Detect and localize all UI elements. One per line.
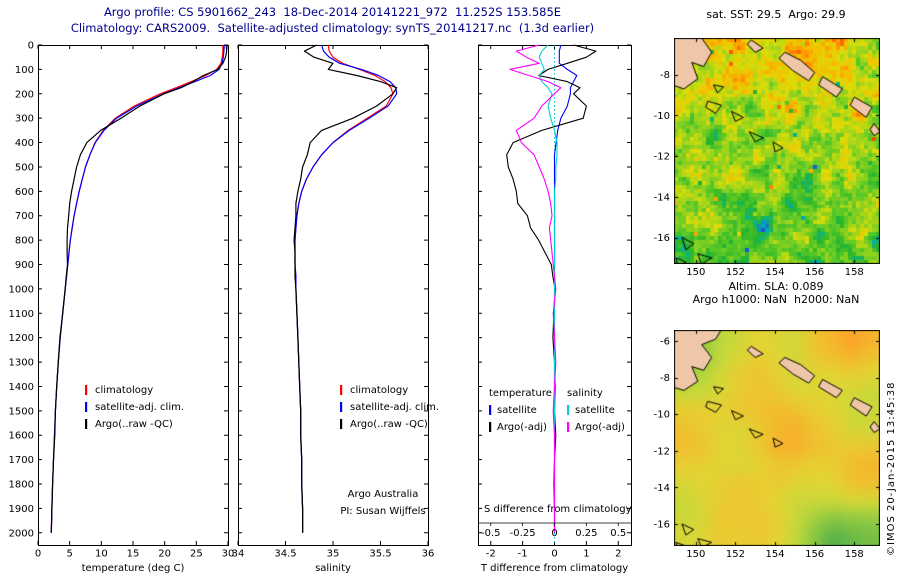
svg-text:158: 158 bbox=[845, 267, 864, 278]
svg-text:600: 600 bbox=[15, 187, 34, 198]
svg-text:15: 15 bbox=[127, 549, 140, 560]
svg-text:35.5: 35.5 bbox=[369, 549, 391, 560]
svg-text:-14: -14 bbox=[654, 192, 670, 203]
sst-map-title: sat. SST: 29.5 Argo: 29.9 bbox=[706, 8, 846, 21]
svg-text:-12: -12 bbox=[654, 152, 670, 163]
svg-text:-16: -16 bbox=[654, 233, 670, 244]
difference-profile-chart: -2 -1 0 1 2 temperature satellite Argo(-adj) sal… bbox=[478, 44, 632, 574]
page-title: Argo profile: CS 5901662_243 18-Dec-2014… bbox=[5, 4, 660, 36]
copyright-stamp: ©IMOS 20-Jan-2015 13:45:38 bbox=[886, 382, 897, 556]
title-line-2: Climatology: CARS2009. Satellite-adjuste… bbox=[70, 21, 595, 35]
svg-text:climatology: climatology bbox=[350, 385, 408, 396]
svg-text:100: 100 bbox=[15, 65, 34, 76]
svg-text:150: 150 bbox=[686, 549, 705, 560]
svg-text:1600: 1600 bbox=[9, 431, 34, 442]
svg-text:152: 152 bbox=[726, 549, 745, 560]
svg-text:1300: 1300 bbox=[9, 358, 34, 369]
s-difference-axis-label: S difference from climatology bbox=[484, 504, 632, 515]
salinity-axis-label: salinity bbox=[315, 563, 351, 574]
svg-text:-14: -14 bbox=[654, 483, 670, 494]
svg-text:1900: 1900 bbox=[9, 504, 34, 515]
svg-text:-2: -2 bbox=[486, 549, 496, 560]
svg-text:2: 2 bbox=[615, 549, 621, 560]
svg-text:Argo(-adj): Argo(-adj) bbox=[575, 422, 625, 433]
svg-text:154: 154 bbox=[765, 267, 784, 278]
sst-map-image bbox=[674, 38, 880, 264]
svg-text:800: 800 bbox=[15, 236, 34, 247]
svg-text:34.5: 34.5 bbox=[274, 549, 296, 560]
svg-text:700: 700 bbox=[15, 211, 34, 222]
svg-text:152: 152 bbox=[726, 267, 745, 278]
svg-text:-10: -10 bbox=[654, 410, 670, 421]
svg-text:400: 400 bbox=[15, 138, 34, 149]
svg-text:0: 0 bbox=[551, 528, 557, 539]
svg-text:-8: -8 bbox=[660, 373, 670, 384]
svg-text:500: 500 bbox=[15, 162, 34, 173]
svg-text:0: 0 bbox=[35, 549, 41, 560]
svg-text:-16: -16 bbox=[654, 520, 670, 531]
svg-text:1100: 1100 bbox=[9, 309, 34, 320]
sla-map-title-argo: Argo h1000: NaN h2000: NaN bbox=[692, 293, 860, 306]
svg-text:0.25: 0.25 bbox=[575, 528, 597, 539]
svg-text:1400: 1400 bbox=[9, 382, 34, 393]
note-argo-australia: Argo Australia bbox=[348, 489, 419, 500]
svg-text:Argo(-adj): Argo(-adj) bbox=[497, 422, 547, 433]
svg-text:1: 1 bbox=[583, 549, 589, 560]
svg-text:-8: -8 bbox=[660, 70, 670, 81]
t-difference-axis-label: T difference from climatology bbox=[480, 563, 628, 574]
svg-text:154: 154 bbox=[765, 549, 784, 560]
svg-text:satellite-adj. clim.: satellite-adj. clim. bbox=[350, 402, 439, 413]
svg-text:satellite: satellite bbox=[575, 405, 615, 416]
salinity-profile-chart: 34 34.5 35 35.5 36 salinity climatology satelli… bbox=[232, 44, 439, 574]
svg-text:36: 36 bbox=[422, 549, 435, 560]
svg-text:satellite: satellite bbox=[497, 405, 537, 416]
svg-text:158: 158 bbox=[845, 549, 864, 560]
svg-text:1200: 1200 bbox=[9, 333, 34, 344]
svg-text:5: 5 bbox=[66, 549, 72, 560]
svg-text:climatology: climatology bbox=[95, 385, 153, 396]
svg-text:10: 10 bbox=[95, 549, 108, 560]
svg-text:-0.5: -0.5 bbox=[481, 528, 501, 539]
title-line-1: Argo profile: CS 5901662_243 18-Dec-2014… bbox=[103, 5, 562, 19]
svg-text:156: 156 bbox=[805, 549, 824, 560]
svg-text:300: 300 bbox=[15, 114, 34, 125]
svg-text:200: 200 bbox=[15, 89, 34, 100]
svg-text:1500: 1500 bbox=[9, 406, 34, 417]
sla-map-title-sla: Altim. SLA: 0.089 bbox=[728, 280, 824, 293]
svg-text:-6: -6 bbox=[660, 336, 670, 347]
svg-text:35: 35 bbox=[327, 549, 340, 560]
svg-text:-0.25: -0.25 bbox=[510, 528, 536, 539]
svg-text:150: 150 bbox=[686, 267, 705, 278]
temperature-profile-chart: 0 5 10 15 20 25 300100200300400500600700800900… bbox=[9, 41, 235, 575]
svg-text:salinity: salinity bbox=[567, 388, 603, 399]
svg-text:0: 0 bbox=[551, 549, 557, 560]
svg-text:156: 156 bbox=[805, 267, 824, 278]
svg-text:1800: 1800 bbox=[9, 480, 34, 491]
svg-text:20: 20 bbox=[158, 549, 171, 560]
svg-text:1000: 1000 bbox=[9, 284, 34, 295]
svg-text:Argo(..raw -QC): Argo(..raw -QC) bbox=[95, 419, 173, 430]
temperature-axis-label: temperature (deg C) bbox=[82, 563, 185, 574]
svg-text:Argo(..raw -QC): Argo(..raw -QC) bbox=[350, 419, 428, 430]
svg-text:-10: -10 bbox=[654, 111, 670, 122]
svg-text:25: 25 bbox=[190, 549, 203, 560]
svg-text:2000: 2000 bbox=[9, 528, 34, 539]
svg-text:satellite-adj. clim.: satellite-adj. clim. bbox=[95, 402, 184, 413]
svg-text:30: 30 bbox=[222, 549, 235, 560]
svg-text:34: 34 bbox=[232, 549, 245, 560]
svg-text:0.5: 0.5 bbox=[610, 528, 626, 539]
svg-text:-12: -12 bbox=[654, 446, 670, 457]
svg-text:900: 900 bbox=[15, 260, 34, 271]
sla-map-image bbox=[674, 330, 880, 546]
svg-text:temperature: temperature bbox=[489, 388, 552, 399]
note-pi: PI: Susan Wijffels bbox=[340, 506, 425, 517]
svg-text:-1: -1 bbox=[518, 549, 528, 560]
svg-text:1700: 1700 bbox=[9, 455, 34, 466]
svg-text:0: 0 bbox=[28, 41, 34, 52]
